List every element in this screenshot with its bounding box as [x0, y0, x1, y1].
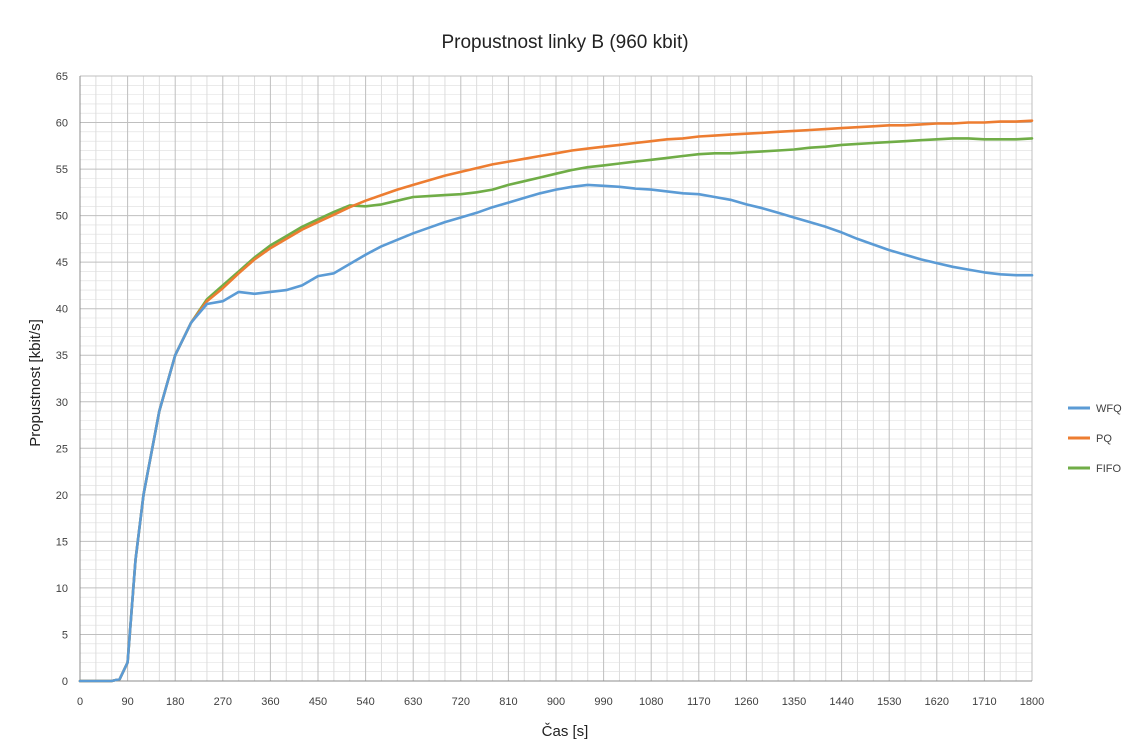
x-tick-label: 1440: [829, 696, 853, 708]
axes: 0 90 180 270 360 450 540 630 720 810 900 990 1080 117…: [56, 71, 1044, 708]
series-line-fifo: [78, 137, 1034, 683]
y-tick-label: 25: [56, 443, 68, 455]
x-tick-label: 1350: [782, 696, 806, 708]
y-tick-label: 60: [56, 118, 68, 130]
x-tick-label: 1260: [734, 696, 758, 708]
series-line-wfq: [78, 183, 1034, 683]
x-tick-label: 0: [77, 696, 83, 708]
x-tick-label: 990: [594, 696, 612, 708]
y-tick-label: 5: [62, 629, 68, 641]
x-tick-label: 180: [166, 696, 184, 708]
y-tick-label: 40: [56, 304, 68, 316]
y-tick-label: 65: [56, 71, 68, 83]
x-axis-title: Čas [s]: [542, 723, 589, 740]
x-tick-label: 720: [452, 696, 470, 708]
y-tick-label: 45: [56, 257, 68, 269]
y-axis-title: Propustnost [kbit/s]: [27, 319, 44, 447]
x-tick-label: 90: [121, 696, 133, 708]
legend: WFQ PQ FIFO: [1068, 403, 1122, 475]
legend-label-pq: PQ: [1096, 433, 1112, 445]
x-tick-label: 900: [547, 696, 565, 708]
x-tick-label: 360: [261, 696, 279, 708]
x-tick-label: 630: [404, 696, 422, 708]
x-tick-label: 270: [214, 696, 232, 708]
y-tick-label: 0: [62, 676, 68, 688]
x-tick-label: 1620: [925, 696, 949, 708]
x-tick-label: 1800: [1020, 696, 1044, 708]
x-tick-label: 450: [309, 696, 327, 708]
x-tick-label: 1710: [972, 696, 996, 708]
x-tick-label: 810: [499, 696, 517, 708]
x-tick-label: 540: [356, 696, 374, 708]
y-tick-label: 30: [56, 397, 68, 409]
grid: [79, 75, 1033, 682]
x-tick-label: 1170: [687, 696, 711, 708]
legend-label-fifo: FIFO: [1096, 463, 1121, 475]
series-lines: [78, 119, 1034, 683]
x-tick-label: 1530: [877, 696, 901, 708]
y-tick-label: 10: [56, 583, 68, 595]
x-tick-label: 1080: [639, 696, 663, 708]
series-line-pq: [78, 119, 1034, 683]
y-tick-label: 35: [56, 350, 68, 362]
y-tick-label: 20: [56, 490, 68, 502]
legend-label-wfq: WFQ: [1096, 403, 1122, 415]
y-tick-label: 55: [56, 164, 68, 176]
chart-title: Propustnost linky B (960 kbit): [441, 32, 688, 53]
y-tick-label: 15: [56, 536, 68, 548]
y-tick-label: 50: [56, 211, 68, 223]
